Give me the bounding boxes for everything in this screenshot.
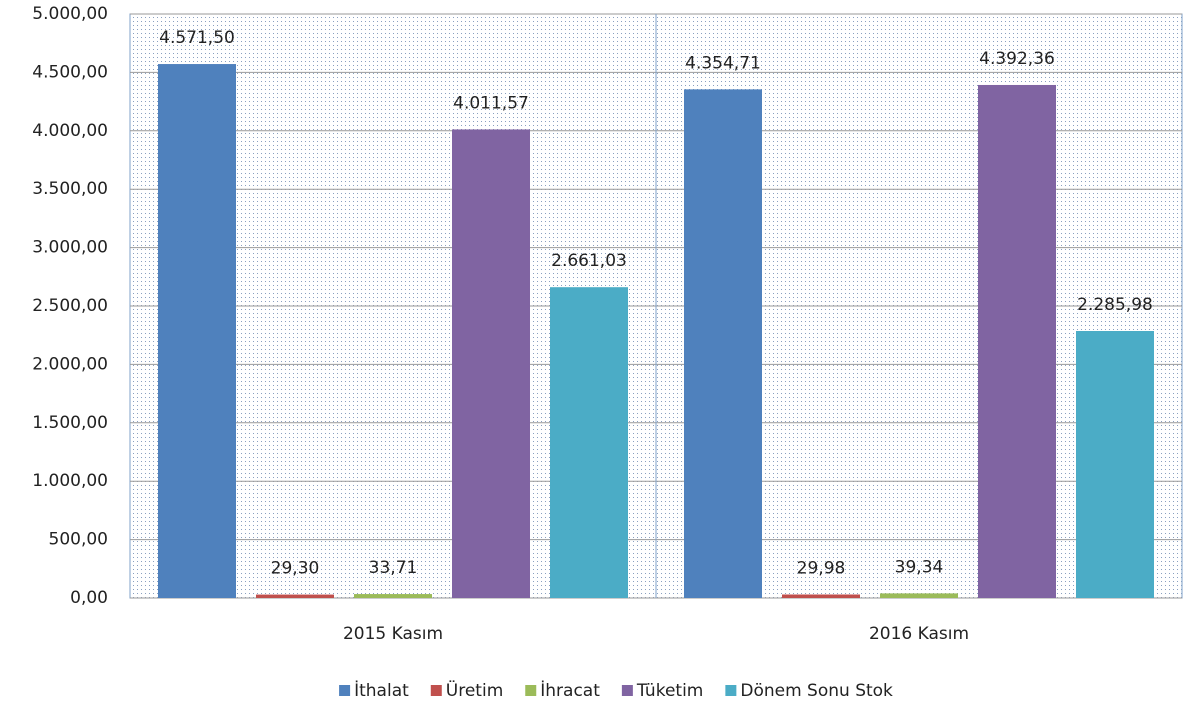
data-label: 33,71	[369, 558, 418, 578]
y-tick-label: 3.000,00	[32, 238, 108, 258]
bar	[978, 84, 1056, 598]
bar	[452, 129, 530, 599]
legend-swatch	[725, 685, 737, 696]
bar	[880, 593, 958, 598]
y-tick-label: 4.500,00	[32, 62, 108, 82]
x-tick-label: 2016 Kasım	[869, 624, 969, 644]
data-label: 4.011,57	[453, 93, 529, 113]
y-tick-label: 1.500,00	[32, 413, 108, 433]
y-tick-label: 4.000,00	[32, 121, 108, 141]
x-tick-label: 2015 Kasım	[343, 624, 443, 644]
bar	[782, 594, 860, 598]
legend-label: İthalat	[354, 680, 409, 701]
legend-label: İhracat	[540, 680, 600, 701]
bar	[158, 64, 236, 598]
legend-swatch	[621, 685, 633, 696]
y-tick-label: 500,00	[49, 530, 108, 550]
y-tick-label: 1.000,00	[32, 471, 108, 491]
data-label: 4.392,36	[979, 49, 1055, 69]
legend-label: Üretim	[446, 679, 503, 701]
data-label: 39,34	[895, 557, 944, 577]
y-tick-label: 2.000,00	[32, 354, 108, 374]
data-label: 29,30	[271, 559, 320, 579]
legend-label: Dönem Sonu Stok	[740, 681, 893, 701]
legend-swatch	[339, 685, 351, 696]
bar	[256, 594, 334, 598]
bar	[684, 89, 762, 598]
bar	[550, 287, 628, 598]
data-label: 29,98	[797, 558, 846, 578]
data-label: 4.571,50	[159, 28, 235, 48]
y-tick-label: 3.500,00	[32, 179, 108, 199]
legend-swatch	[525, 685, 537, 696]
bar	[354, 594, 432, 598]
y-tick-label: 2.500,00	[32, 296, 108, 316]
bar	[1076, 330, 1154, 598]
y-tick-label: 5.000,00	[32, 4, 108, 24]
legend-swatch	[430, 685, 442, 696]
data-label: 2.661,03	[551, 251, 627, 271]
data-label: 2.285,98	[1077, 295, 1153, 315]
y-tick-label: 0,00	[70, 588, 108, 608]
legend-label: Tüketim	[636, 681, 703, 701]
data-label: 4.354,71	[685, 53, 761, 73]
